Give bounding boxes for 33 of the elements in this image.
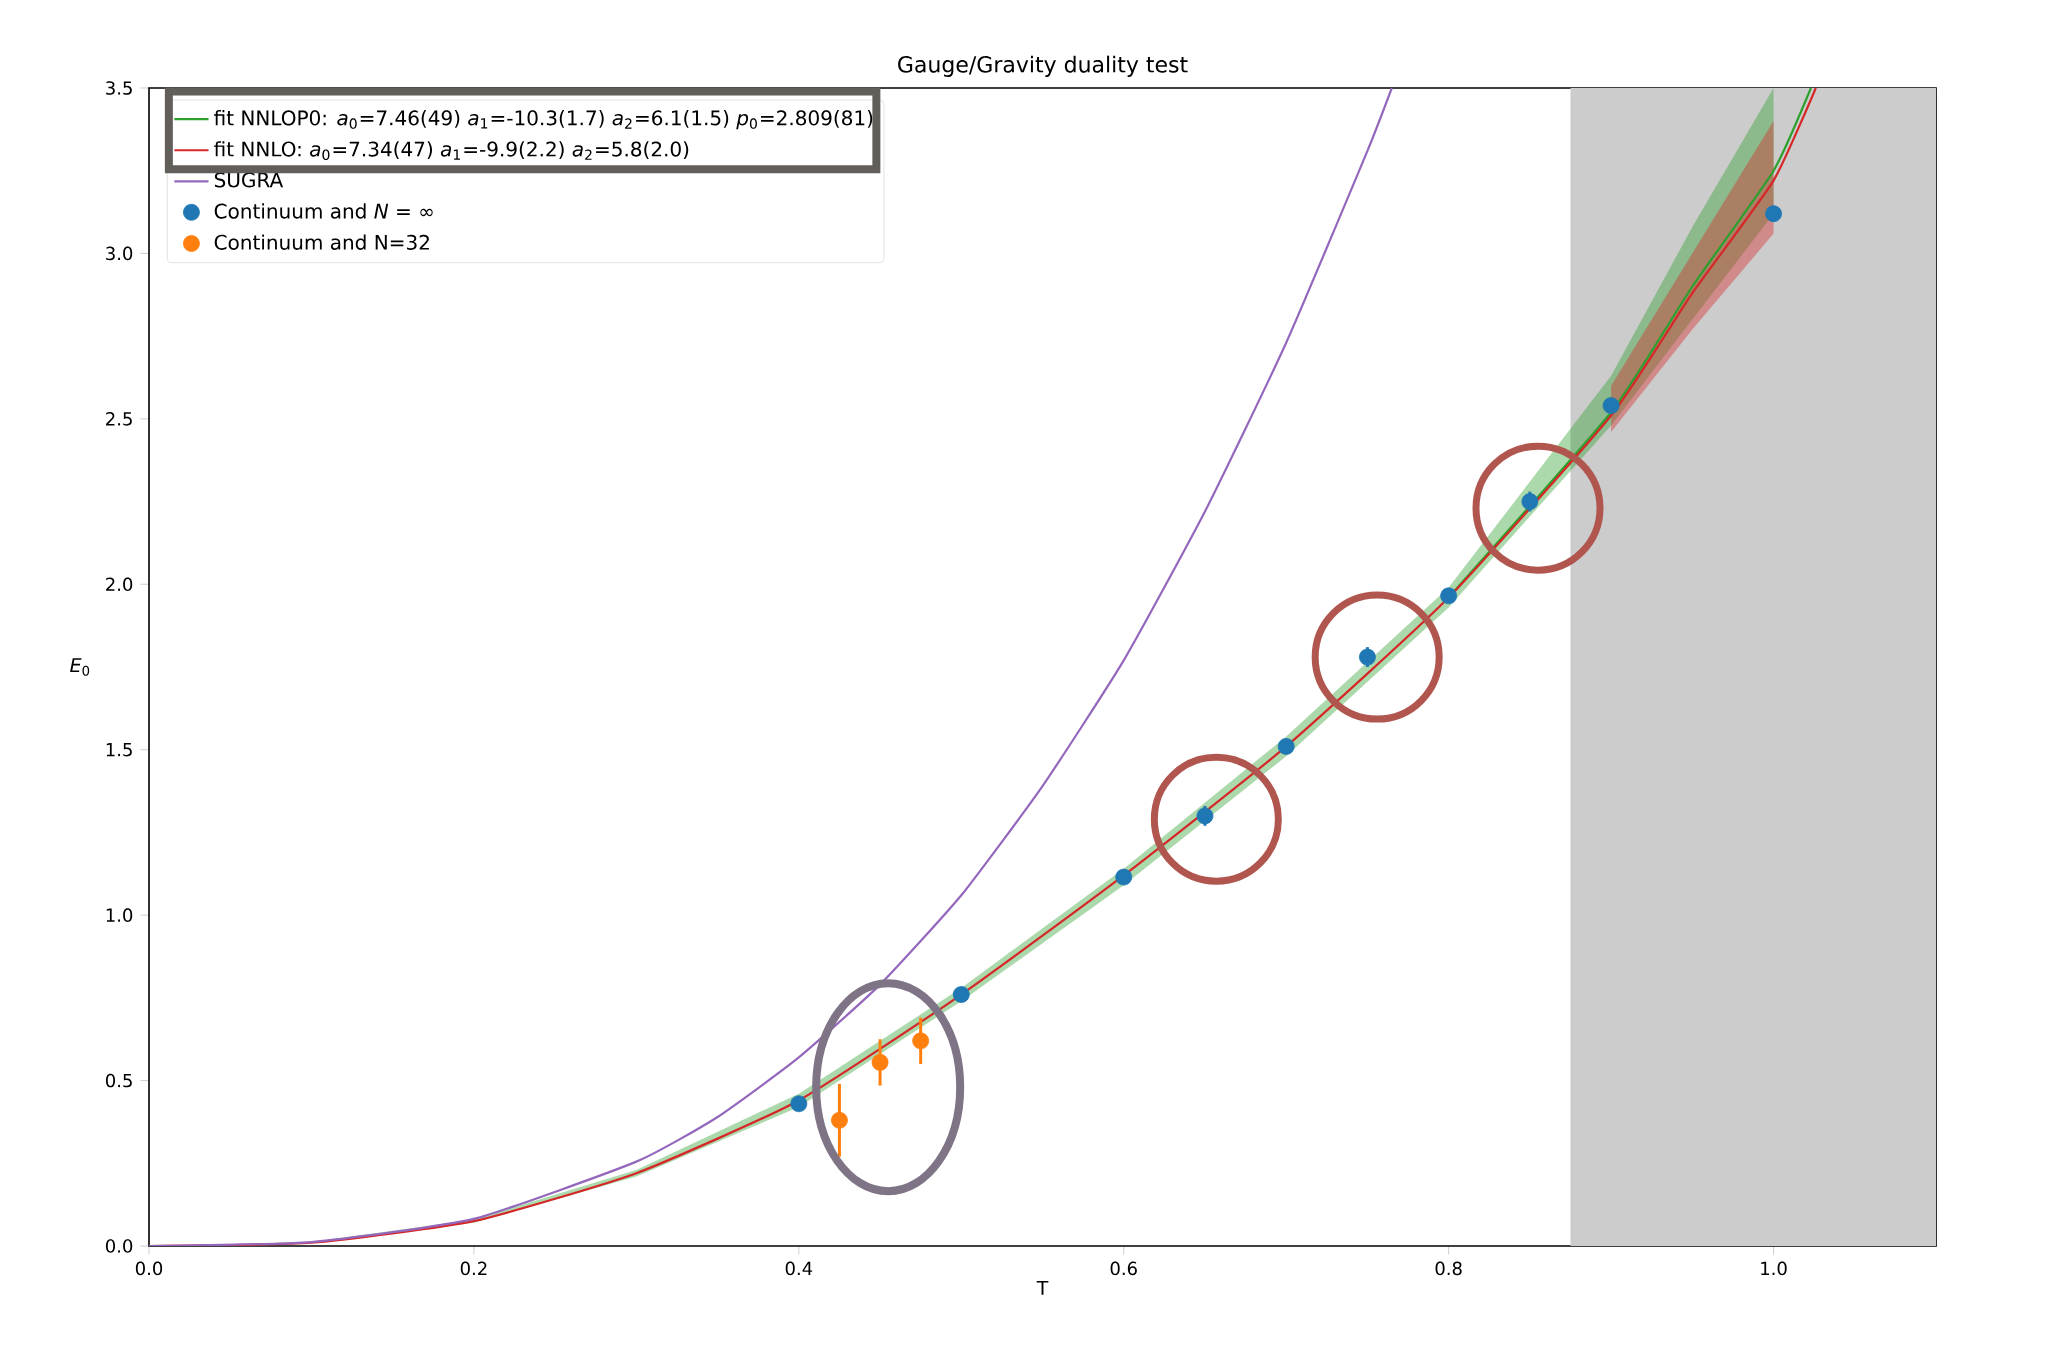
point (871, 1053, 889, 1071)
y-tick-label: 2.0 (106, 577, 133, 592)
y-tick-label: 2.5 (106, 412, 132, 426)
x-axis-title: T (1036, 1280, 1049, 1295)
point (831, 1111, 848, 1129)
x-tick-label: 0.2 (460, 1261, 487, 1276)
legend-label: Continuum and N = ∞ (214, 203, 433, 219)
point (1602, 397, 1620, 415)
legend-label: Continuum and N=32 (214, 234, 429, 250)
point (1115, 868, 1133, 886)
y-axis-title: E$_{0}$ (70, 658, 90, 676)
point (790, 1095, 808, 1113)
line-series (149, 87, 1393, 1246)
x-tick-label: 1.0 (1761, 1261, 1787, 1276)
x-tick-label: 0.6 (1110, 1261, 1137, 1276)
y-tick-label: 1.0 (106, 908, 133, 922)
legend-label: SUGRA (214, 172, 284, 188)
x-tick-label: 0.4 (785, 1261, 813, 1276)
y-tick-label: 0.5 (105, 1073, 132, 1088)
text: fit NNLO: a$_{0}$=7.34(47) a$_{1}$=-9.9(2.2) a$_{2}$=5.8(2.0) (214, 141, 689, 161)
chart-title: Gauge/Gravity duality test (898, 55, 1188, 77)
point (1765, 205, 1782, 223)
x-tick-label: 0.8 (1435, 1261, 1462, 1276)
y-tick-label: 3.0 (106, 246, 133, 261)
y-tick-label: 3.5 (106, 81, 132, 95)
point (912, 1032, 930, 1050)
point (952, 986, 970, 1003)
point (1277, 738, 1295, 755)
y-tick-label: 0.0 (105, 1239, 133, 1253)
y-tick-label: 1.5 (106, 743, 132, 757)
text: fit NNLOP0: a$_{0}$=7.46(49) a$_{1}$=-10.3(1.7) a$_{2}$=6.1(1.5) p$_{0}$=2.809(81) (214, 109, 873, 130)
point (1440, 587, 1458, 605)
x-tick-label: 0.0 (135, 1261, 163, 1276)
